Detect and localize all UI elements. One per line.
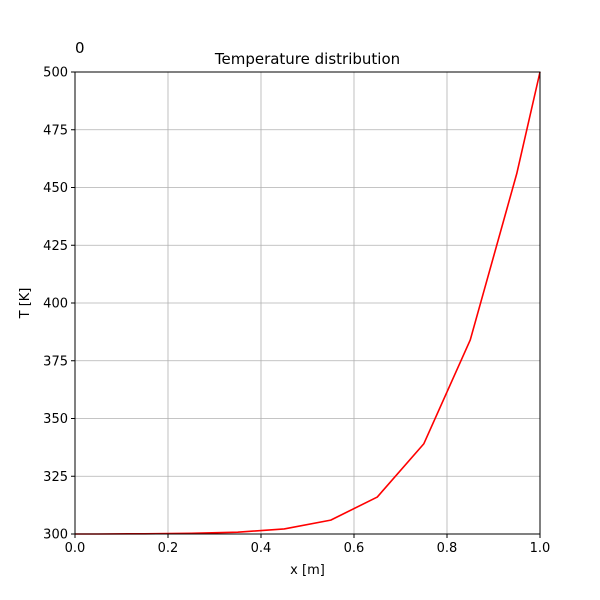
x-tick-label: 0.6 [344, 541, 365, 556]
y-tick-label: 350 [43, 412, 68, 427]
y-tick-label: 300 [43, 528, 68, 543]
y-axis-label: T [K] [18, 288, 33, 320]
corner-label: 0 [75, 39, 85, 57]
y-tick-label: 450 [43, 181, 68, 196]
y-tick-label: 400 [43, 297, 68, 312]
y-tick-label: 500 [43, 66, 68, 81]
x-tick-label: 0.0 [65, 541, 86, 556]
y-tick-label: 475 [43, 123, 68, 138]
y-tick-label: 325 [43, 470, 68, 485]
grid [74, 71, 541, 535]
x-tick-label: 0.2 [158, 541, 179, 556]
x-tick-label: 0.4 [251, 541, 272, 556]
y-tick-label: 375 [43, 354, 68, 369]
ticks: 0.0 0.2 0.4 0.6 0.8 1.0 300 325 350 375 400 425 450 4… [43, 66, 550, 557]
x-axis-label: x [m] [290, 563, 325, 578]
y-tick-label: 425 [43, 239, 68, 254]
x-tick-label: 0.8 [437, 541, 458, 556]
x-tick-label: 1.0 [530, 541, 551, 556]
chart-title: Temperature distribution [214, 50, 400, 68]
